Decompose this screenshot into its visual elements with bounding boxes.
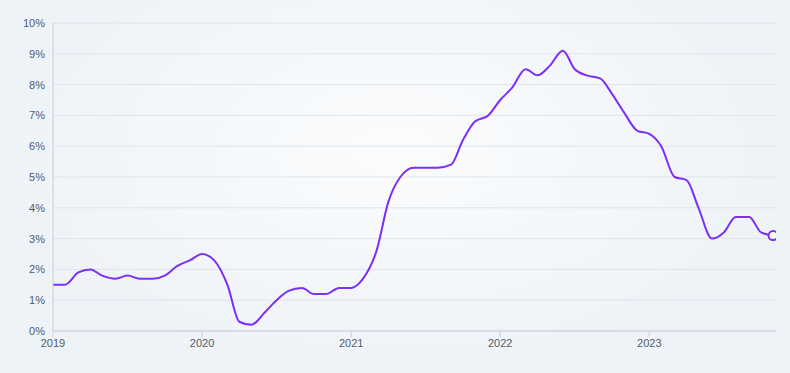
svg-text:6%: 6% (29, 140, 45, 152)
svg-text:2022: 2022 (488, 337, 512, 349)
svg-text:10%: 10% (23, 17, 45, 29)
svg-text:2023: 2023 (637, 337, 661, 349)
svg-text:2021: 2021 (339, 337, 363, 349)
svg-text:8%: 8% (29, 79, 45, 91)
svg-text:2020: 2020 (190, 337, 214, 349)
svg-text:9%: 9% (29, 48, 45, 60)
svg-text:4%: 4% (29, 202, 45, 214)
svg-text:2%: 2% (29, 263, 45, 275)
svg-text:0%: 0% (29, 325, 45, 337)
svg-text:7%: 7% (29, 109, 45, 121)
svg-text:2019: 2019 (41, 337, 65, 349)
svg-text:1%: 1% (29, 294, 45, 306)
svg-text:5%: 5% (29, 171, 45, 183)
svg-text:3%: 3% (29, 233, 45, 245)
